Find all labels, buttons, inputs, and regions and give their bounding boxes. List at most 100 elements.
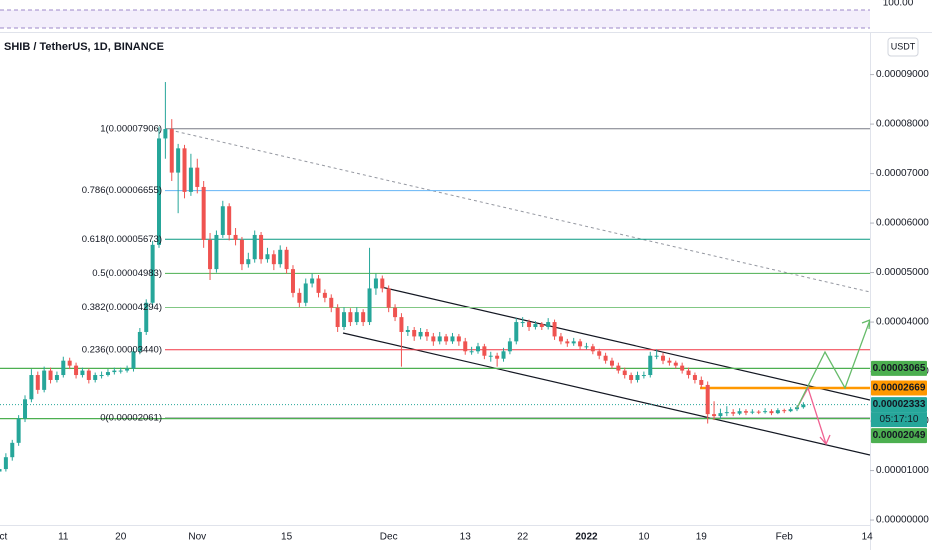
candle-body bbox=[246, 259, 251, 265]
candle-body bbox=[737, 411, 742, 414]
candle-body bbox=[380, 278, 385, 289]
price-tag bbox=[871, 428, 927, 444]
price-tag bbox=[871, 397, 927, 413]
fib-label: 0.382(0.00004294) bbox=[82, 302, 162, 313]
bull-path bbox=[796, 319, 870, 409]
price-tag-label: 0.00002049 bbox=[873, 430, 926, 441]
x-tick-label: 15 bbox=[281, 532, 293, 543]
candle-body bbox=[431, 336, 436, 342]
candle-body bbox=[673, 362, 678, 366]
candle-body bbox=[348, 312, 353, 323]
candle-body bbox=[112, 370, 117, 373]
candle-body bbox=[482, 346, 487, 356]
candle-body bbox=[188, 167, 193, 192]
candle-body bbox=[316, 278, 321, 293]
candle-body bbox=[125, 368, 130, 371]
candle-body bbox=[590, 346, 595, 352]
candle-body bbox=[271, 254, 276, 265]
candle-body bbox=[469, 351, 474, 353]
candle-body bbox=[533, 324, 538, 328]
candle-body bbox=[788, 409, 793, 412]
candle-body bbox=[105, 372, 110, 376]
candle-body bbox=[54, 375, 59, 380]
candle-body bbox=[520, 322, 525, 324]
candle-body bbox=[692, 375, 697, 380]
candle-body bbox=[476, 346, 480, 352]
candle-body bbox=[16, 418, 21, 443]
x-tick-label: 14 bbox=[862, 532, 874, 543]
candle-body bbox=[61, 360, 66, 376]
price-tag bbox=[871, 380, 927, 396]
bull-arrowhead bbox=[861, 319, 870, 330]
bear-arrowhead bbox=[819, 434, 831, 446]
candle-body bbox=[743, 411, 748, 413]
fib-label: 0.786(0.00006655) bbox=[82, 185, 162, 196]
candle-body bbox=[507, 341, 512, 352]
price-tag-label: 0.00002669 bbox=[873, 383, 926, 394]
candle-body bbox=[763, 411, 768, 413]
candle-body bbox=[680, 365, 685, 371]
candle-body bbox=[214, 234, 219, 270]
candle-body bbox=[686, 370, 691, 376]
candle-body bbox=[35, 375, 40, 390]
candle-body bbox=[195, 167, 200, 187]
candle-body bbox=[252, 234, 257, 260]
candle-body bbox=[386, 288, 391, 308]
candle-body bbox=[23, 399, 28, 419]
candle-body bbox=[712, 414, 717, 417]
candle-body bbox=[137, 331, 142, 352]
candle-body bbox=[3, 457, 8, 470]
y-tick-label: 0.00008000 bbox=[876, 119, 929, 130]
candle-body bbox=[157, 138, 161, 245]
x-tick-label: 11 bbox=[58, 532, 69, 543]
y-tick-label: 0.00000000 bbox=[876, 515, 929, 526]
candle-body bbox=[571, 341, 576, 344]
candle-body bbox=[546, 322, 551, 328]
candle-body bbox=[648, 355, 653, 376]
plot-area bbox=[0, 82, 870, 472]
candle-body bbox=[163, 129, 168, 139]
x-tick-label: 22 bbox=[517, 532, 529, 543]
x-tick-label: 20 bbox=[115, 532, 127, 543]
candle-body bbox=[705, 384, 710, 415]
candle-body bbox=[750, 411, 755, 413]
fib-label: 0(0.00002061) bbox=[100, 413, 162, 424]
candle-body bbox=[437, 336, 442, 342]
candle-body bbox=[405, 329, 410, 332]
candle-body bbox=[80, 370, 85, 376]
candle-body bbox=[795, 407, 799, 410]
candle-body bbox=[654, 355, 659, 357]
candle-body bbox=[297, 292, 302, 303]
candle-body bbox=[335, 307, 340, 328]
currency-label[interactable]: USDT bbox=[891, 41, 916, 51]
y-tick-label: 0.00009000 bbox=[876, 69, 929, 80]
candle-body bbox=[641, 375, 646, 377]
candle-body bbox=[29, 375, 34, 400]
candle-body bbox=[0, 469, 2, 472]
candle-body bbox=[527, 322, 532, 328]
candle-body bbox=[74, 365, 79, 376]
candle-body bbox=[220, 206, 225, 235]
candle-body bbox=[322, 292, 327, 298]
currency-button[interactable] bbox=[887, 37, 919, 57]
candle-body bbox=[629, 375, 634, 380]
candle-body bbox=[456, 336, 461, 342]
candle-body bbox=[169, 129, 174, 173]
candle-body bbox=[597, 351, 602, 356]
candle-body bbox=[48, 370, 53, 380]
candle-body bbox=[303, 283, 308, 303]
candle-body bbox=[259, 234, 264, 260]
fib-label: 1(0.00007906) bbox=[100, 123, 162, 134]
x-tick-label: Oct bbox=[0, 532, 7, 543]
y-tick-label: 0.00006000 bbox=[876, 218, 929, 229]
candle-body bbox=[373, 278, 378, 289]
y-tick-label: 0.00001000 bbox=[876, 465, 929, 476]
symbol-title: SHIB / TetherUS, 1D, BINANCE bbox=[4, 41, 164, 53]
candle-body bbox=[182, 148, 187, 192]
price-tag-label: 0.00002333 bbox=[873, 399, 926, 410]
candle-body bbox=[67, 360, 72, 366]
candle-body bbox=[99, 375, 104, 377]
candle-body bbox=[488, 355, 493, 357]
candle-body bbox=[342, 312, 347, 328]
